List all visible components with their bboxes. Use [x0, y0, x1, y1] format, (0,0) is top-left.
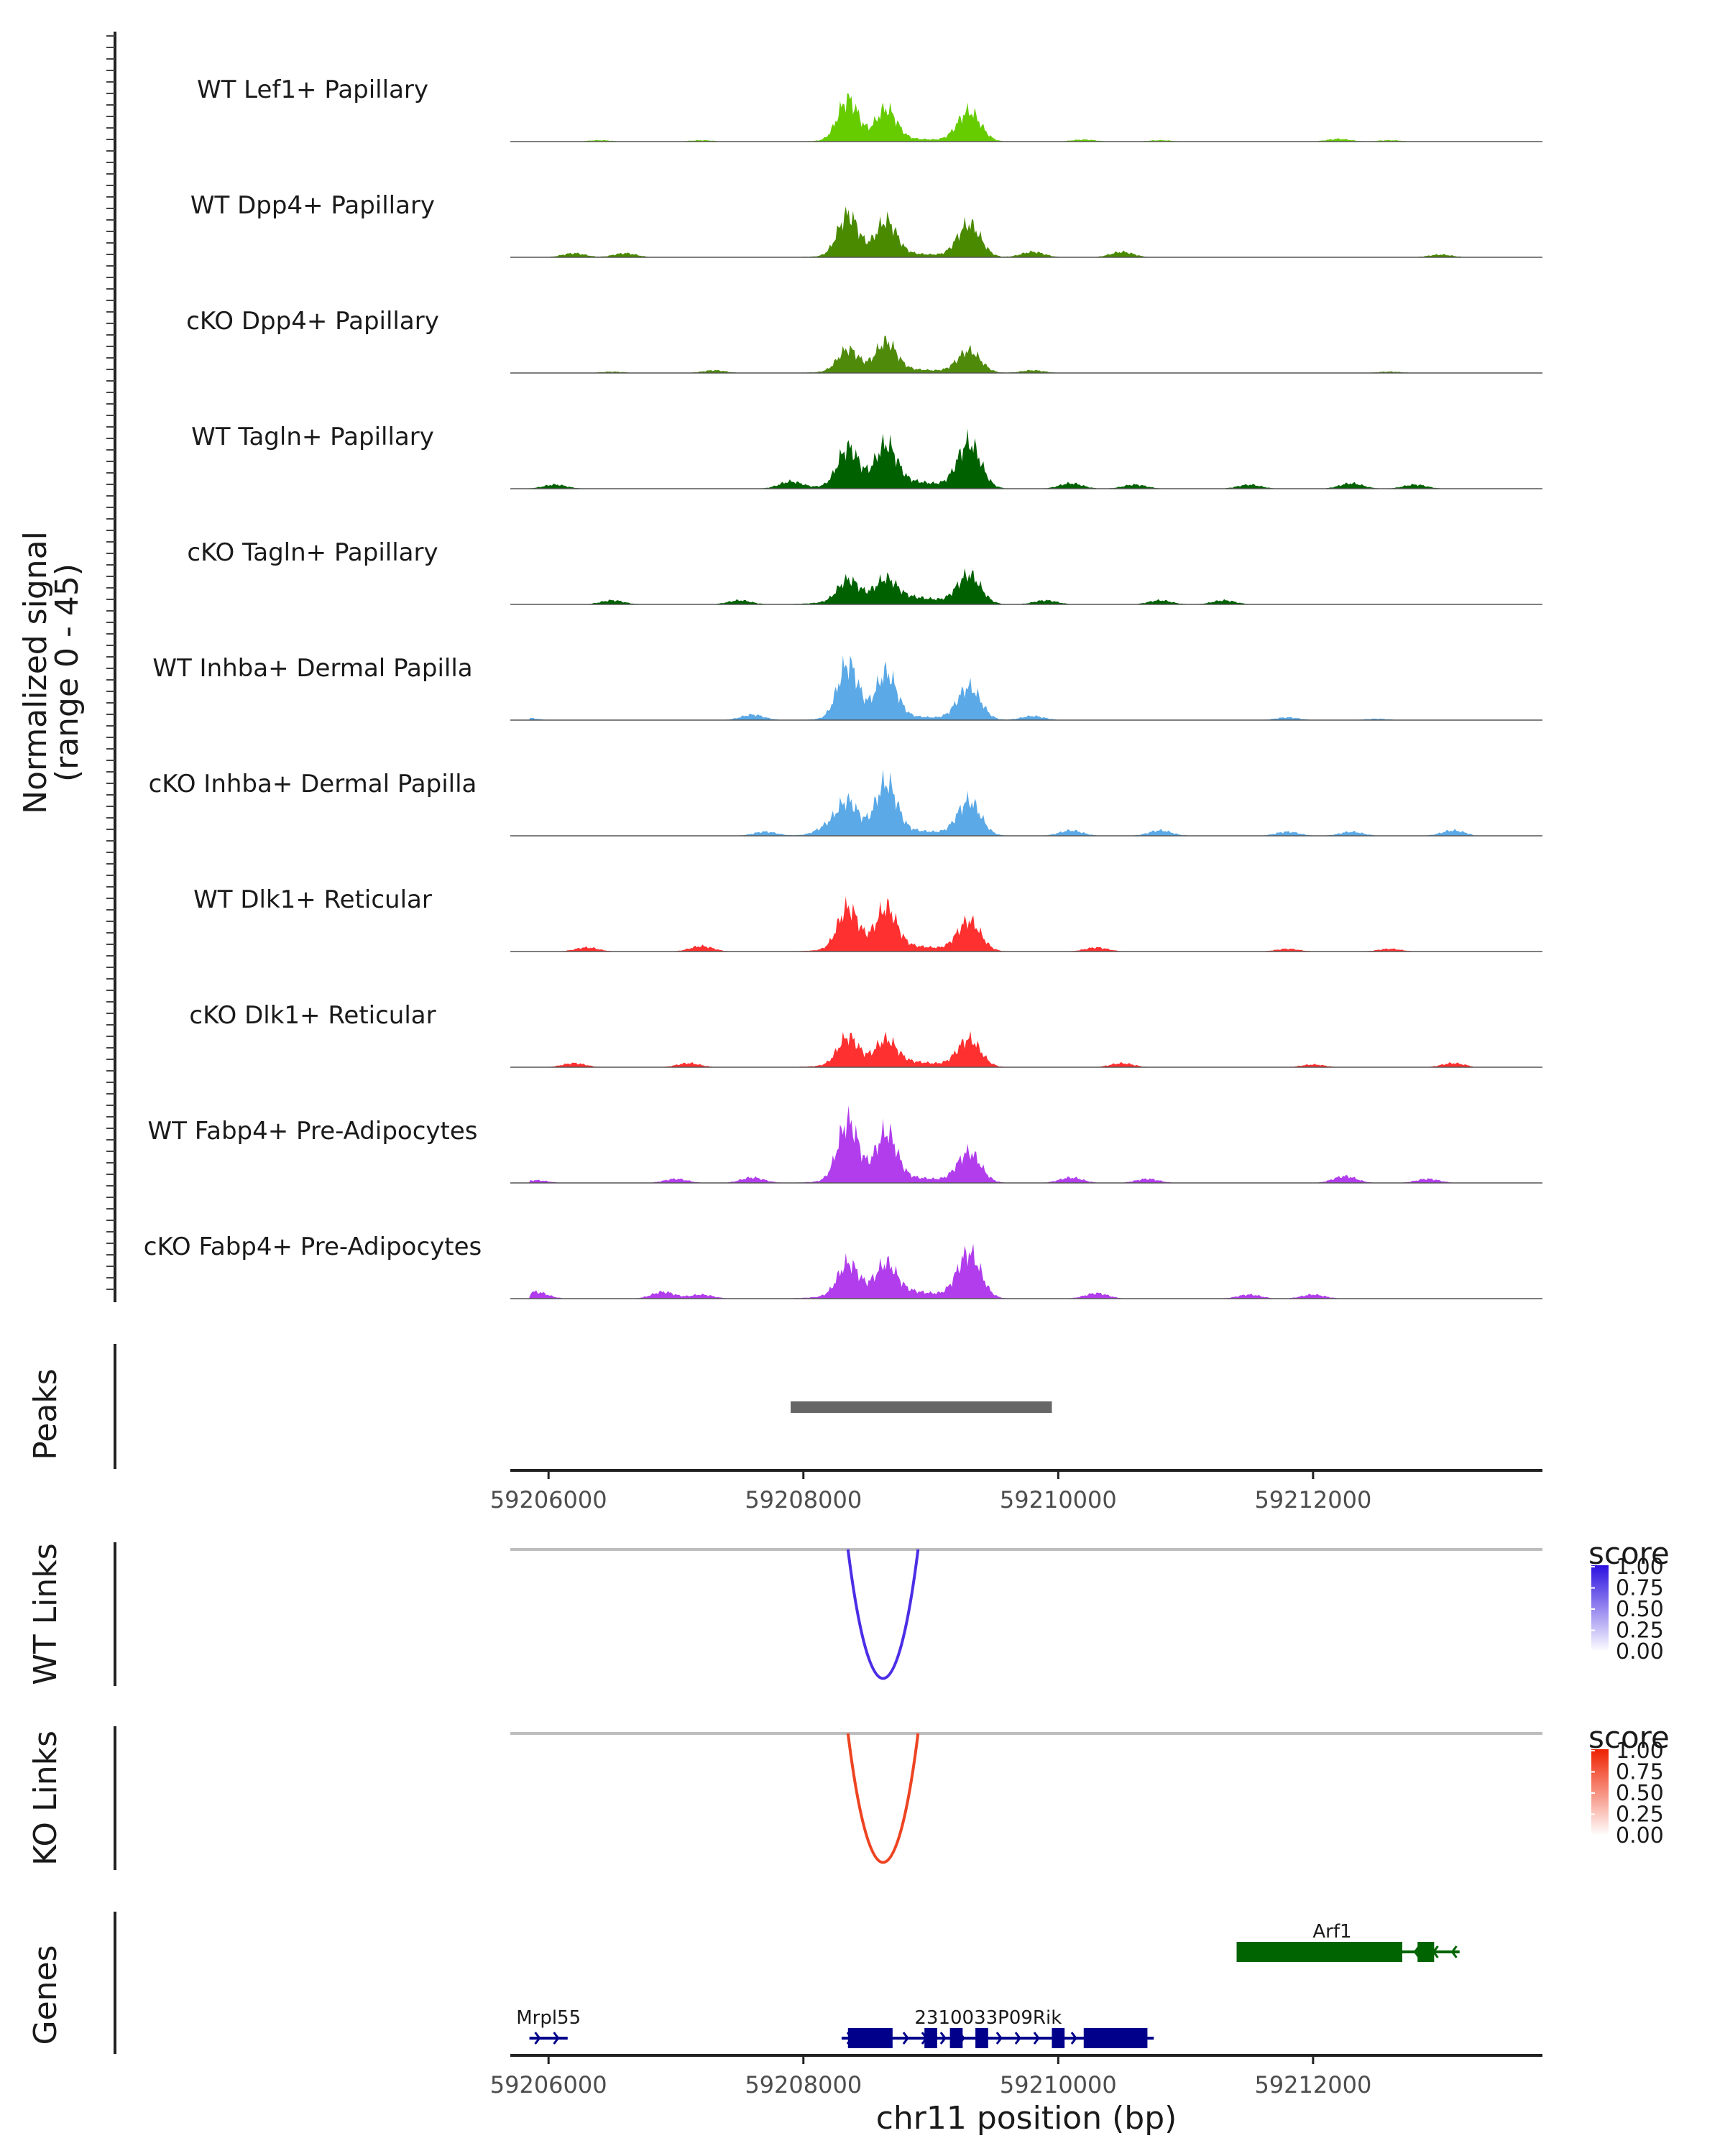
legend-tick-label: 0.75 [1616, 1760, 1664, 1785]
track-label: WT Lef1+ Papillary [197, 75, 428, 104]
coverage-area [510, 1105, 1542, 1183]
coverage-y-label: Normalized signal [17, 531, 54, 814]
coverage-track: WT Dpp4+ Papillary [190, 191, 1542, 258]
legend-tick-label: 0.00 [1616, 1639, 1664, 1664]
coverage-area [510, 1031, 1542, 1067]
strand-arrow [1014, 2032, 1021, 2045]
gene-exon [1083, 2028, 1148, 2048]
track-label: WT Dlk1+ Reticular [193, 885, 432, 914]
strand-arrow [902, 2032, 909, 2045]
links-title: KO Links [27, 1731, 64, 1866]
gene-exon [847, 2028, 893, 2048]
x-tick-label: 59206000 [490, 1486, 607, 1514]
gene-exon [975, 2028, 988, 2048]
link-arc [846, 1549, 920, 1680]
x-tick-label: 59208000 [745, 2071, 862, 2099]
x-tick-label: 59212000 [1254, 2071, 1371, 2099]
coverage-track: WT Dlk1+ Reticular [193, 885, 1542, 952]
gene-label: Arf1 [1312, 1921, 1351, 1943]
coverage-track: cKO Fabp4+ Pre-Adipocytes [144, 1233, 1542, 1299]
gene-model: Arf1 [1236, 1921, 1460, 1962]
legend-tick-label: 0.00 [1616, 1823, 1664, 1848]
coverage-area [510, 655, 1542, 720]
coverage-y-range: (range 0 - 45) [49, 563, 86, 782]
track-label: WT Inhba+ Dermal Papilla [152, 654, 472, 683]
strand-arrow [1033, 2032, 1040, 2045]
legend-tick-label: 0.50 [1616, 1781, 1664, 1806]
coverage-y-title: Normalized signal (range 0 - 45) [17, 531, 86, 814]
coverage-track: cKO Inhba+ Dermal Papilla [149, 769, 1542, 837]
legend-title: score [1588, 1536, 1670, 1571]
coverage-track: cKO Dpp4+ Papillary [186, 307, 1542, 374]
peaks-title: Peaks [27, 1368, 64, 1460]
track-label: cKO Inhba+ Dermal Papilla [149, 770, 477, 798]
strand-arrow [553, 2032, 560, 2045]
coverage-track: cKO Tagln+ Papillary [187, 538, 1542, 605]
links-title: WT Links [27, 1543, 64, 1685]
x-axis-peaks: 59206000 59208000 59210000 59212000 [490, 1469, 1542, 1514]
peaks-panel: Peaks [27, 1344, 1052, 1469]
x-axis-genes: 59206000 59208000 59210000 59212000 [490, 2054, 1542, 2099]
coverage-area [510, 428, 1542, 489]
x-tick-label: 59208000 [745, 1486, 862, 1514]
strand-arrow [1450, 1945, 1458, 1958]
coverage-area [510, 769, 1542, 836]
track-label: cKO Fabp4+ Pre-Adipocytes [144, 1233, 482, 1261]
coverage-area [510, 336, 1542, 373]
legend-tick-label: 1.00 [1616, 1738, 1664, 1764]
gene-label: Mrpl55 [516, 2007, 581, 2029]
coverage-area [510, 93, 1542, 142]
track-label: WT Fabp4+ Pre-Adipocytes [148, 1117, 478, 1146]
track-label: WT Dpp4+ Papillary [190, 191, 435, 220]
x-tick-label: 59210000 [1000, 1486, 1117, 1514]
legend-tick-label: 0.50 [1616, 1597, 1664, 1622]
x-tick-label: 59210000 [1000, 2071, 1117, 2099]
track-label: cKO Dlk1+ Reticular [189, 1001, 436, 1030]
genes-title: Genes [27, 1945, 64, 2045]
coverage-track: cKO Dlk1+ Reticular [189, 1001, 1542, 1068]
legend-tick-label: 0.25 [1616, 1618, 1664, 1644]
coverage-tracks: WT Lef1+ Papillary WT Dpp4+ Papillary cKO … [106, 32, 1542, 1302]
coverage-area [510, 206, 1542, 257]
coverage-track: WT Lef1+ Papillary [197, 75, 1542, 142]
legend-tick-label: 0.25 [1616, 1802, 1664, 1828]
gene-model: 2310033P09Rik [841, 2007, 1154, 2048]
gene-exon [1052, 2028, 1065, 2048]
strand-arrow [995, 2032, 1003, 2045]
gene-exon [1236, 1942, 1402, 1962]
coverage-track: WT Fabp4+ Pre-Adipocytes [148, 1105, 1542, 1184]
coverage-track: WT Tagln+ Papillary [191, 423, 1542, 489]
track-label: cKO Dpp4+ Papillary [186, 307, 439, 336]
coverage-area [510, 896, 1542, 952]
legend-tick-label: 1.00 [1616, 1554, 1664, 1580]
track-label: cKO Tagln+ Papillary [187, 538, 438, 567]
x-tick-label: 59212000 [1254, 1486, 1371, 1514]
gene-exon [1417, 1942, 1435, 1962]
genes-panel: Genes Arf1 Mrpl55 2310033P09Rik [27, 1912, 1460, 2054]
link-arc [846, 1733, 920, 1864]
legend-tick-label: 0.75 [1616, 1576, 1664, 1601]
track-label: WT Tagln+ Papillary [191, 423, 434, 451]
legend-title: score [1588, 1720, 1670, 1755]
gene-label: 2310033P09Rik [914, 2007, 1062, 2029]
peak-bar [791, 1401, 1052, 1413]
coverage-area [510, 1243, 1542, 1299]
x-tick-label: 59206000 [490, 2071, 607, 2099]
gene-model: Mrpl55 [516, 2007, 581, 2045]
x-axis-title: chr11 position (bp) [876, 2100, 1177, 2137]
gene-exon [924, 2028, 937, 2048]
coverage-track: WT Inhba+ Dermal Papilla [152, 654, 1542, 721]
strand-arrow [1070, 2032, 1077, 2045]
coverage-area [510, 568, 1542, 604]
strand-arrow [534, 2032, 541, 2045]
strand-arrow [939, 2032, 947, 2045]
gene-exon [949, 2028, 963, 2048]
